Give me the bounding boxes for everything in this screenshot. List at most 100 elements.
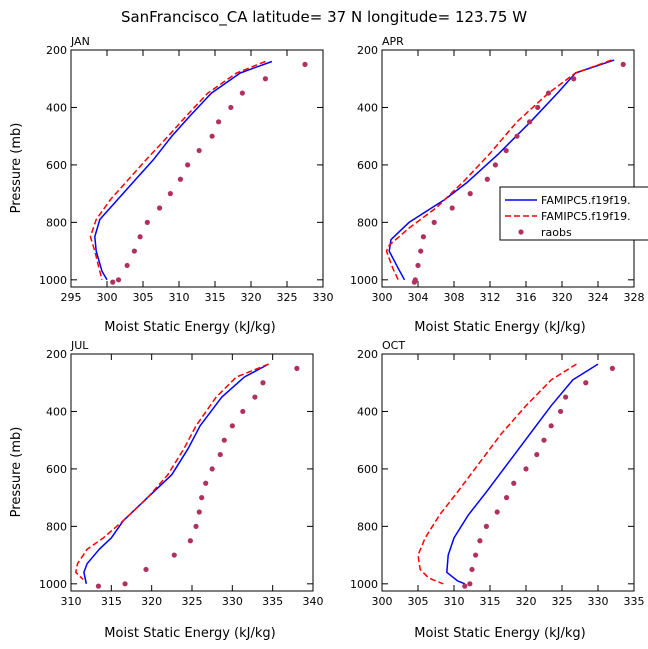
panel-title-apr: APR (382, 35, 404, 48)
raobs-point (469, 566, 475, 573)
panel-jan: JAN Pressure (mb) Moist Static Energy (k… (9, 35, 334, 335)
x-tick-label: 305 (133, 291, 154, 304)
series-line-model-1 (446, 363, 599, 585)
legend-label-model-1: FAMIPC5.f19f19. (541, 194, 631, 207)
raobs-point (503, 495, 510, 501)
y-tick-label: 400 (46, 405, 67, 418)
x-tick-label: 300 (97, 291, 118, 304)
series-line-model-1 (388, 59, 615, 281)
y-tick-label: 600 (46, 463, 67, 476)
panel-title-oct: OCT (382, 339, 405, 352)
raobs-point (418, 248, 424, 254)
raobs-point (415, 262, 421, 269)
y-tick-label: 800 (46, 520, 67, 533)
x-tick-label: 335 (624, 595, 645, 608)
series-line-model-1 (94, 60, 273, 281)
raobs-point (541, 437, 547, 443)
raobs-point (467, 191, 473, 197)
y-tick-label: 800 (46, 216, 67, 229)
raobs-point (252, 394, 258, 400)
raobs-point (514, 133, 520, 139)
raobs-point (527, 119, 533, 125)
x-tick-label: 300 (372, 291, 393, 304)
panel-title-jan: JAN (70, 35, 90, 48)
series-line-model-2 (75, 363, 269, 581)
x-tick-label: 320 (141, 595, 162, 608)
raobs-point (240, 408, 246, 415)
x-tick-label: 320 (552, 291, 573, 304)
series-line-model-1 (83, 363, 269, 584)
plot-frame (381, 49, 635, 288)
y-tick-label: 1000 (350, 274, 378, 287)
series-line-model-2 (417, 363, 577, 585)
raobs-point (494, 509, 500, 515)
raobs-point (420, 234, 426, 240)
raobs-point (411, 279, 417, 285)
x-axis-label: Moist Static Energy (kJ/kg) (414, 320, 585, 335)
x-tick-label: 320 (516, 595, 537, 608)
x-tick-label: 315 (205, 291, 226, 304)
raobs-point (167, 191, 173, 197)
series-line-model-2 (89, 60, 266, 280)
y-tick-label: 400 (357, 405, 378, 418)
raobs-point (203, 480, 209, 486)
raobs-point (221, 437, 227, 443)
x-tick-label: 330 (588, 595, 609, 608)
series-line-model-2 (385, 59, 612, 281)
y-tick-label: 600 (46, 159, 67, 172)
raobs-point (557, 408, 564, 415)
x-axis-label: Moist Static Energy (kJ/kg) (104, 320, 275, 335)
y-tick-label: 200 (46, 44, 67, 57)
raobs-point (431, 219, 437, 225)
x-tick-label: 300 (372, 595, 393, 608)
raobs-point (294, 365, 300, 371)
raobs-point (620, 61, 626, 67)
y-tick-label: 800 (357, 520, 378, 533)
raobs-point (131, 248, 137, 254)
raobs-point (209, 466, 215, 472)
x-tick-label: 320 (241, 291, 262, 304)
y-tick-label: 600 (357, 463, 378, 476)
x-tick-label: 315 (101, 595, 122, 608)
raobs-point (143, 566, 149, 573)
x-tick-label: 328 (624, 291, 645, 304)
raobs-point (196, 147, 202, 154)
y-tick-label: 200 (357, 44, 378, 57)
x-tick-label: 310 (61, 595, 82, 608)
raobs-point (583, 380, 589, 386)
raobs-point (122, 581, 128, 587)
raobs-point (473, 552, 479, 558)
legend: FAMIPC5.f19f19. FAMIPC5.f19f19. raobs (499, 186, 648, 241)
raobs-point (545, 90, 552, 96)
raobs-point (523, 466, 529, 472)
x-tick-label: 308 (444, 291, 465, 304)
x-tick-label: 312 (480, 291, 501, 304)
raobs-point (302, 61, 308, 67)
raobs-point (171, 552, 177, 558)
plot-frame (70, 49, 324, 288)
y-tick-label: 600 (357, 159, 378, 172)
raobs-point (462, 583, 468, 589)
x-tick-label: 304 (408, 291, 429, 304)
y-tick-label: 800 (357, 216, 378, 229)
panel-jul: JUL Pressure (mb) Moist Static Energy (k… (9, 339, 324, 641)
raobs-point (229, 423, 235, 429)
raobs-point (239, 90, 245, 96)
figure-title: SanFrancisco_CA latitude= 37 N longitude… (121, 8, 527, 27)
raobs-point (187, 538, 193, 544)
x-tick-label: 295 (61, 291, 82, 304)
x-tick-label: 330 (222, 595, 243, 608)
plot-frame (381, 353, 635, 592)
raobs-point (609, 365, 616, 371)
raobs-point (185, 162, 191, 168)
x-tick-label: 335 (262, 595, 283, 608)
raobs-point (209, 133, 215, 139)
raobs-point (217, 451, 223, 458)
y-tick-label: 200 (46, 348, 67, 361)
raobs-point (467, 581, 473, 587)
raobs-point (563, 394, 569, 400)
x-tick-label: 325 (552, 595, 573, 608)
y-axis-label: Pressure (mb) (9, 123, 24, 214)
raobs-point (548, 423, 554, 429)
